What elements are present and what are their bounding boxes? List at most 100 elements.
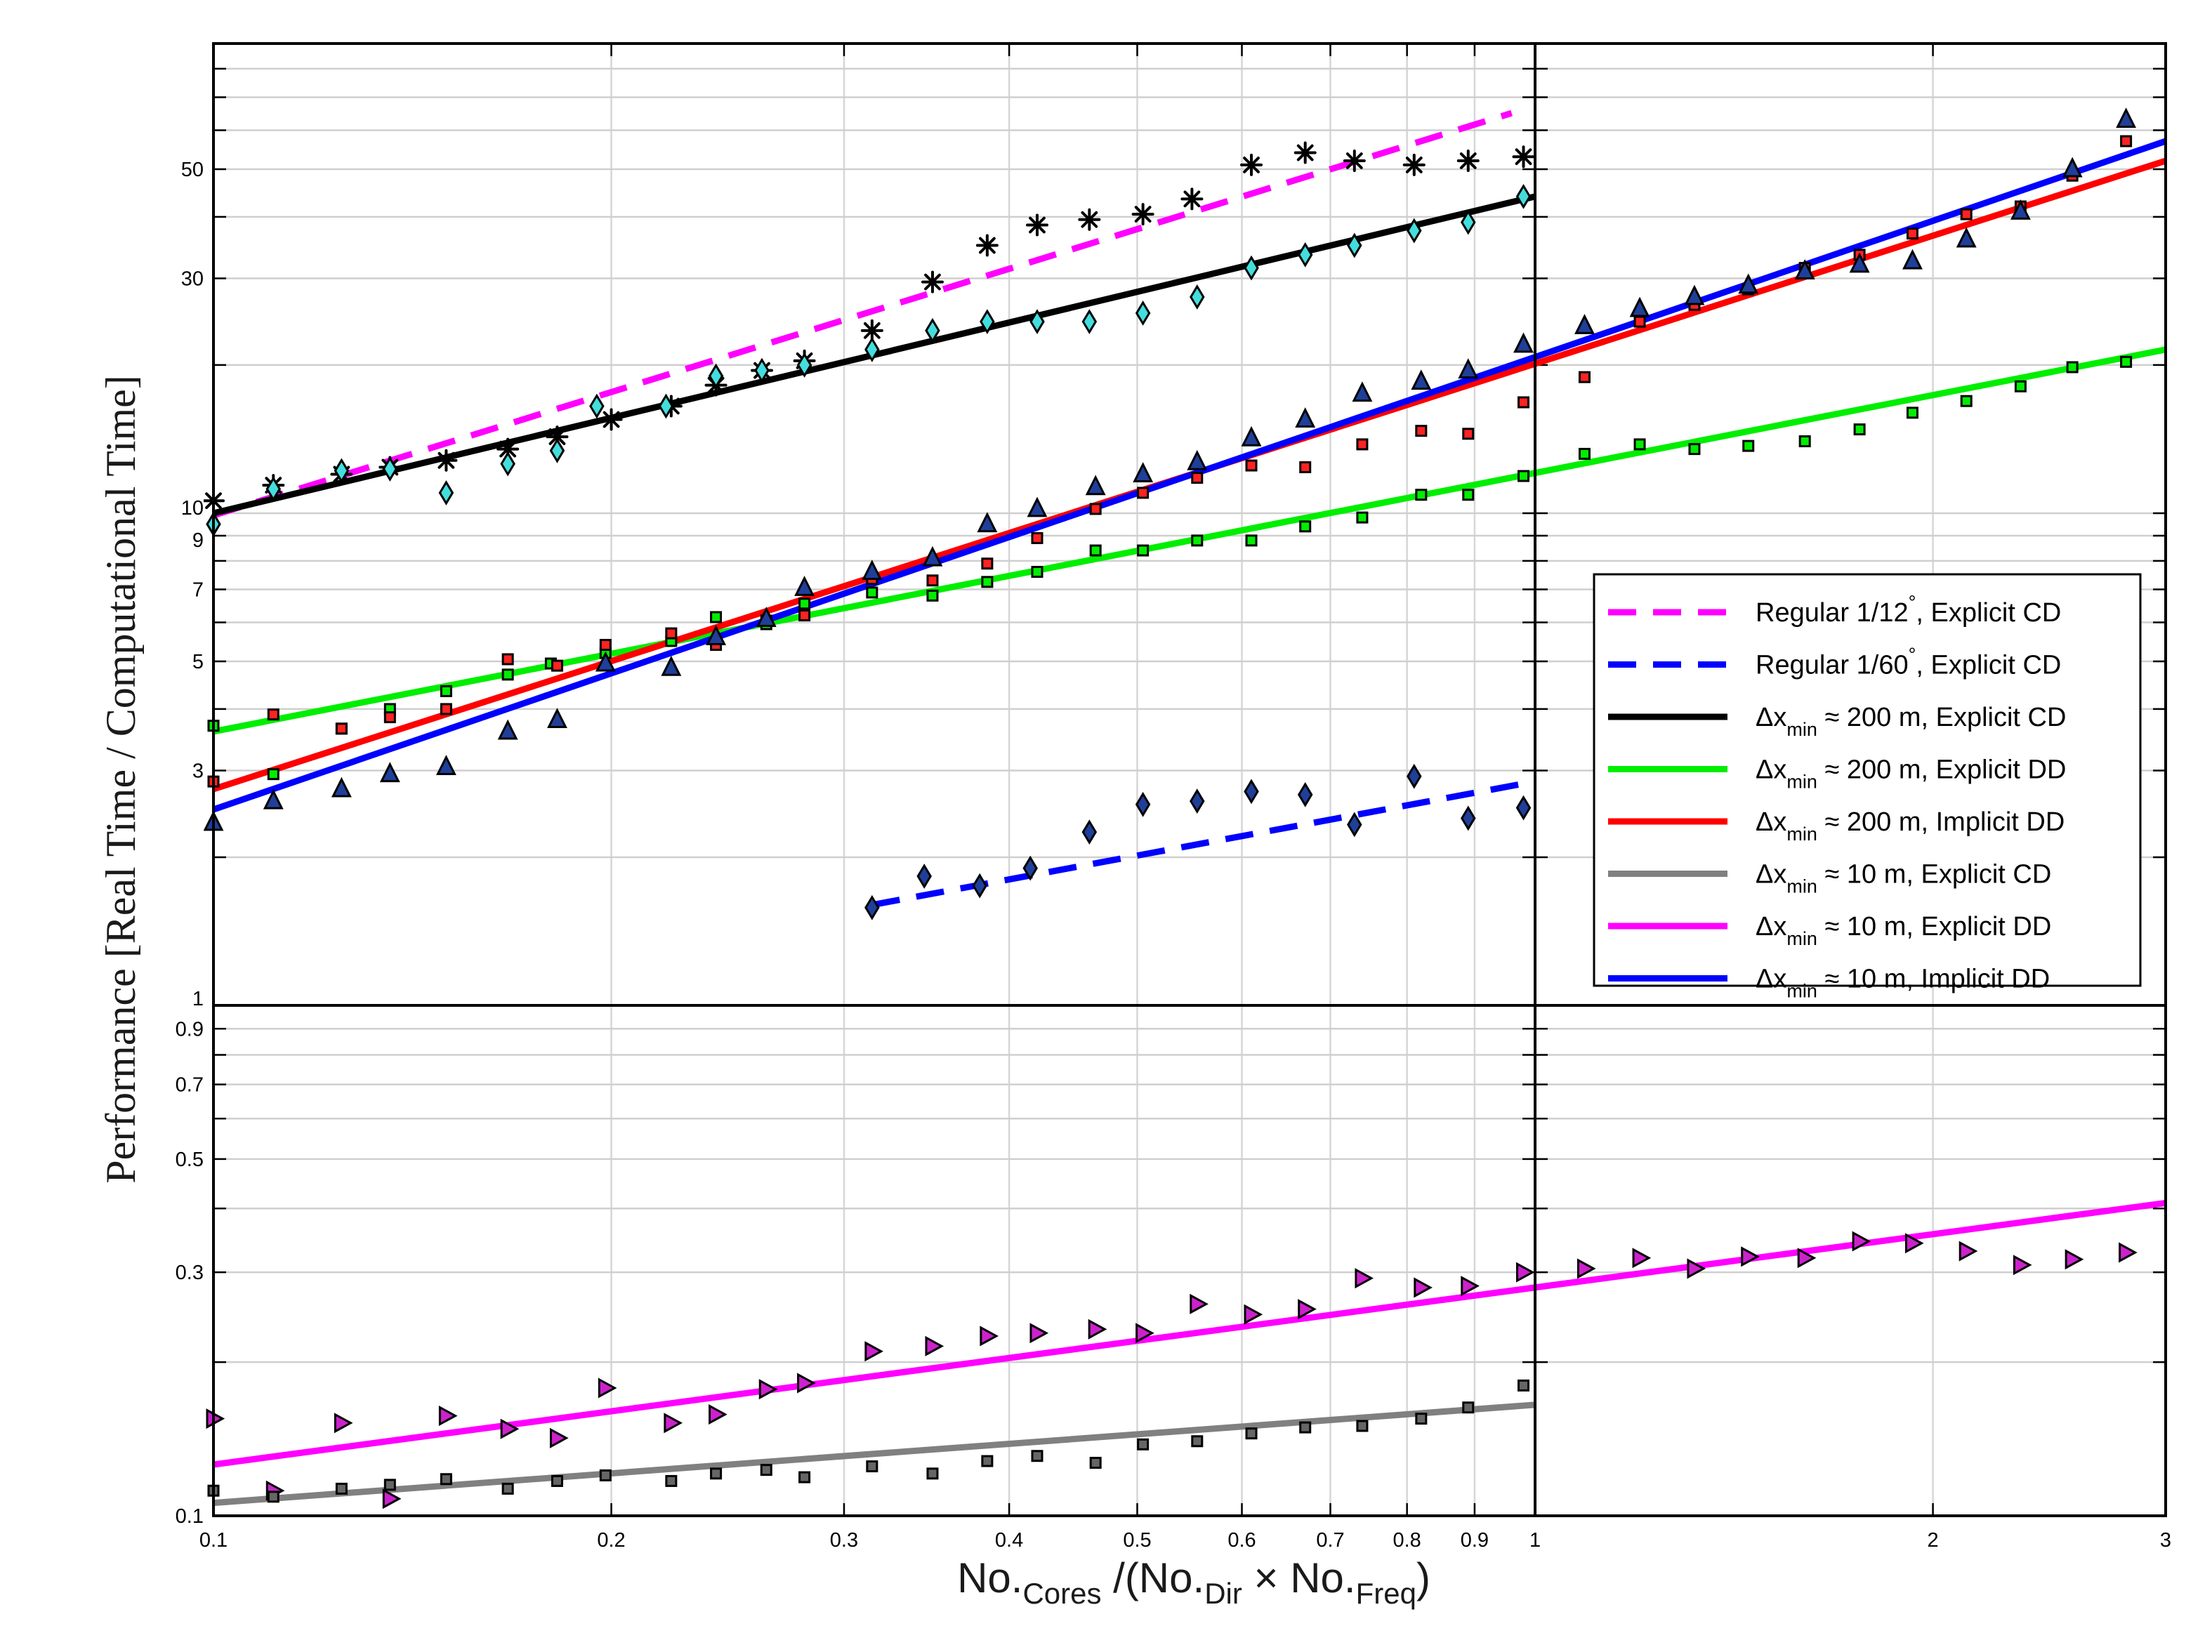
data-point <box>1902 249 1923 270</box>
data-point <box>798 1471 811 1484</box>
x-tick-label: 0.8 <box>1393 1529 1421 1552</box>
data-point <box>756 607 777 627</box>
data-point <box>435 449 458 472</box>
data-point <box>501 653 514 666</box>
data-point <box>2010 199 2031 220</box>
data-point <box>1741 1246 1760 1267</box>
data-point <box>1797 1248 1817 1269</box>
data-point <box>1456 150 1480 173</box>
data-point <box>1960 395 1973 407</box>
data-point <box>1462 428 1475 440</box>
data-point <box>1245 459 1258 472</box>
y-tick-label: 7 <box>192 579 204 602</box>
data-point <box>1576 1258 1596 1279</box>
data-point <box>1031 1450 1044 1462</box>
data-point <box>1356 511 1369 524</box>
data-point <box>382 456 398 482</box>
data-point <box>1191 472 1204 484</box>
data-point <box>760 1464 772 1476</box>
data-point <box>334 1413 353 1434</box>
x-tick-label: 0.9 <box>1461 1529 1489 1552</box>
data-point <box>1293 141 1317 164</box>
fit-line <box>213 346 2166 735</box>
data-point <box>1347 812 1362 838</box>
data-point <box>1137 544 1150 557</box>
x-tick-label: 0.7 <box>1316 1529 1344 1552</box>
data-point <box>1687 1258 1706 1279</box>
data-markers <box>204 107 2138 1509</box>
data-point <box>1241 425 1262 447</box>
x-tick-label: 0.2 <box>597 1529 625 1552</box>
data-point <box>1240 153 1263 176</box>
data-point <box>925 1335 944 1356</box>
data-point <box>977 512 998 533</box>
data-point <box>383 711 396 724</box>
data-point <box>794 576 815 596</box>
data-point <box>975 234 999 257</box>
data-point <box>1244 255 1259 281</box>
data-point <box>706 625 726 645</box>
data-point <box>440 1473 452 1486</box>
data-point <box>383 1479 396 1491</box>
data-point <box>1415 489 1428 501</box>
x-tick-label: 0.5 <box>1123 1529 1151 1552</box>
data-point <box>1906 407 1918 419</box>
data-point <box>1245 534 1258 547</box>
data-point <box>1190 788 1205 814</box>
data-point <box>922 546 943 567</box>
data-point <box>1407 763 1422 789</box>
data-point <box>500 1418 520 1439</box>
data-point <box>1089 1457 1102 1469</box>
data-point <box>1029 1323 1049 1344</box>
data-point <box>665 1474 678 1487</box>
legend-entry: Δxmin ≈ 10 m, Explicit CD <box>1608 860 2051 897</box>
data-point <box>547 708 567 729</box>
data-point <box>710 1467 723 1480</box>
data-point <box>2062 157 2083 178</box>
data-point <box>710 611 723 623</box>
data-point <box>1632 1248 1652 1269</box>
data-point <box>1849 252 1870 273</box>
data-point <box>1031 531 1044 544</box>
x-tick-label: 0.3 <box>830 1529 858 1552</box>
data-point <box>1297 781 1313 807</box>
data-point <box>1515 183 1532 209</box>
data-point <box>2120 355 2133 368</box>
data-point <box>2119 1242 2138 1263</box>
data-point <box>1137 1438 1150 1451</box>
y-tick-label: 0.9 <box>176 1018 204 1040</box>
data-point <box>1515 795 1532 821</box>
data-point <box>1960 208 1973 220</box>
data-point <box>267 1491 279 1503</box>
x-tick-label: 3 <box>2160 1529 2171 1552</box>
data-point <box>1355 1268 1374 1289</box>
data-point <box>1135 300 1151 326</box>
data-point <box>1633 438 1646 451</box>
x-label-text: /(No. <box>1101 1554 1204 1601</box>
data-point <box>972 873 987 899</box>
data-point <box>1135 791 1151 817</box>
data-point <box>1518 470 1530 482</box>
data-point <box>589 393 605 419</box>
data-point <box>1089 544 1102 557</box>
data-point <box>1089 503 1102 515</box>
data-point <box>1415 1413 1428 1425</box>
data-point <box>334 458 350 484</box>
data-point <box>440 703 452 715</box>
data-point <box>1461 1276 1480 1297</box>
data-point <box>866 586 878 599</box>
x-label-text: × No. <box>1242 1554 1356 1601</box>
data-point <box>864 894 880 920</box>
data-point <box>1135 1323 1154 1344</box>
data-point <box>1085 475 1106 496</box>
x-label-subscript: Cores <box>1022 1577 1101 1610</box>
data-point <box>758 1379 778 1400</box>
data-point <box>797 1373 816 1394</box>
y-tick-label: 5 <box>192 651 204 673</box>
data-point <box>1299 1421 1312 1434</box>
data-point <box>1415 425 1428 437</box>
fit-line <box>213 110 1513 519</box>
y-tick-label: 0.5 <box>176 1149 204 1171</box>
y-tick-label: 10 <box>181 497 204 520</box>
